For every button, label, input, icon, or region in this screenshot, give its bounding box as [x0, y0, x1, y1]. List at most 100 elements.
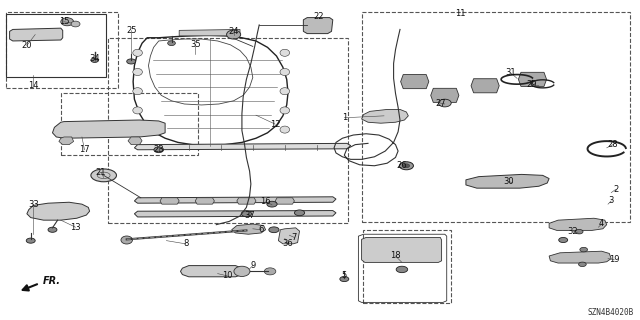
Ellipse shape — [396, 266, 408, 273]
Text: 24: 24 — [228, 27, 239, 36]
Polygon shape — [160, 198, 179, 204]
Ellipse shape — [91, 58, 99, 62]
Ellipse shape — [579, 262, 586, 267]
Ellipse shape — [154, 147, 164, 153]
Ellipse shape — [71, 21, 80, 27]
Text: 18: 18 — [390, 252, 401, 260]
Text: 37: 37 — [244, 211, 255, 220]
Ellipse shape — [61, 18, 74, 26]
Text: 34: 34 — [90, 54, 100, 63]
Ellipse shape — [133, 49, 143, 56]
Ellipse shape — [133, 107, 143, 114]
Bar — [363, 230, 451, 303]
Text: FR.: FR. — [43, 276, 61, 286]
Text: 8: 8 — [183, 239, 188, 248]
Text: 10: 10 — [222, 271, 232, 280]
Polygon shape — [471, 79, 499, 93]
Ellipse shape — [267, 201, 277, 207]
Text: 30: 30 — [504, 177, 514, 186]
Text: 14: 14 — [28, 81, 38, 90]
Ellipse shape — [399, 162, 413, 170]
Polygon shape — [27, 202, 90, 220]
Ellipse shape — [48, 227, 57, 232]
Polygon shape — [549, 251, 611, 263]
Text: 9: 9 — [250, 261, 255, 270]
Text: 6: 6 — [259, 225, 264, 234]
Polygon shape — [362, 109, 408, 123]
Polygon shape — [431, 88, 459, 102]
Text: 19: 19 — [609, 255, 620, 264]
Polygon shape — [180, 266, 244, 277]
Polygon shape — [195, 198, 214, 204]
Text: 17: 17 — [79, 145, 90, 154]
Text: 21: 21 — [96, 168, 106, 177]
Text: 5: 5 — [342, 271, 347, 280]
Polygon shape — [303, 18, 333, 34]
Circle shape — [91, 169, 116, 182]
Text: 33: 33 — [28, 200, 38, 209]
Text: 29: 29 — [526, 80, 536, 89]
Text: 27: 27 — [435, 99, 445, 108]
Ellipse shape — [438, 99, 451, 107]
Ellipse shape — [121, 236, 132, 244]
Ellipse shape — [264, 268, 276, 275]
Text: 32: 32 — [568, 227, 578, 236]
Ellipse shape — [133, 88, 143, 95]
Ellipse shape — [234, 266, 250, 276]
Text: 3: 3 — [609, 196, 614, 205]
Ellipse shape — [168, 41, 175, 46]
Bar — [6, 12, 118, 88]
Ellipse shape — [280, 49, 290, 56]
Polygon shape — [59, 137, 74, 145]
Polygon shape — [237, 198, 256, 204]
Bar — [108, 38, 348, 223]
Polygon shape — [128, 137, 142, 145]
Ellipse shape — [559, 237, 568, 243]
Ellipse shape — [294, 210, 305, 216]
Ellipse shape — [280, 88, 290, 95]
Ellipse shape — [133, 126, 143, 133]
Bar — [61, 93, 198, 155]
Text: 28: 28 — [608, 140, 618, 149]
Text: 16: 16 — [260, 197, 271, 206]
Text: 2: 2 — [613, 185, 618, 194]
Ellipse shape — [280, 68, 290, 76]
Polygon shape — [275, 198, 294, 204]
Polygon shape — [549, 218, 607, 230]
Polygon shape — [278, 228, 300, 244]
Text: 12: 12 — [270, 120, 280, 129]
Ellipse shape — [575, 229, 583, 234]
Text: 15: 15 — [59, 17, 69, 26]
Text: 26: 26 — [397, 161, 407, 170]
Text: 20: 20 — [22, 41, 32, 50]
Text: SZN4B4020B: SZN4B4020B — [588, 308, 634, 317]
Bar — [362, 12, 630, 222]
Text: 25: 25 — [126, 26, 136, 35]
Ellipse shape — [280, 126, 290, 133]
Text: 23: 23 — [154, 145, 164, 154]
Ellipse shape — [340, 276, 349, 282]
Text: 35: 35 — [190, 40, 200, 49]
Polygon shape — [518, 72, 547, 86]
Polygon shape — [179, 29, 240, 36]
Ellipse shape — [127, 59, 136, 64]
Polygon shape — [10, 28, 63, 41]
Text: 7: 7 — [292, 233, 297, 242]
Text: 36: 36 — [283, 239, 293, 248]
Text: 4: 4 — [599, 220, 604, 228]
Text: 13: 13 — [70, 223, 81, 232]
Text: 31: 31 — [506, 68, 516, 77]
Ellipse shape — [580, 247, 588, 252]
Ellipse shape — [227, 30, 241, 39]
Text: 22: 22 — [314, 12, 324, 21]
Polygon shape — [401, 75, 429, 89]
Polygon shape — [466, 174, 549, 188]
Text: 11: 11 — [456, 9, 466, 18]
Polygon shape — [52, 120, 165, 138]
Ellipse shape — [241, 211, 252, 217]
Ellipse shape — [269, 227, 279, 233]
Ellipse shape — [133, 68, 143, 76]
Ellipse shape — [403, 164, 410, 168]
Polygon shape — [362, 237, 442, 262]
Text: 1: 1 — [342, 113, 347, 122]
